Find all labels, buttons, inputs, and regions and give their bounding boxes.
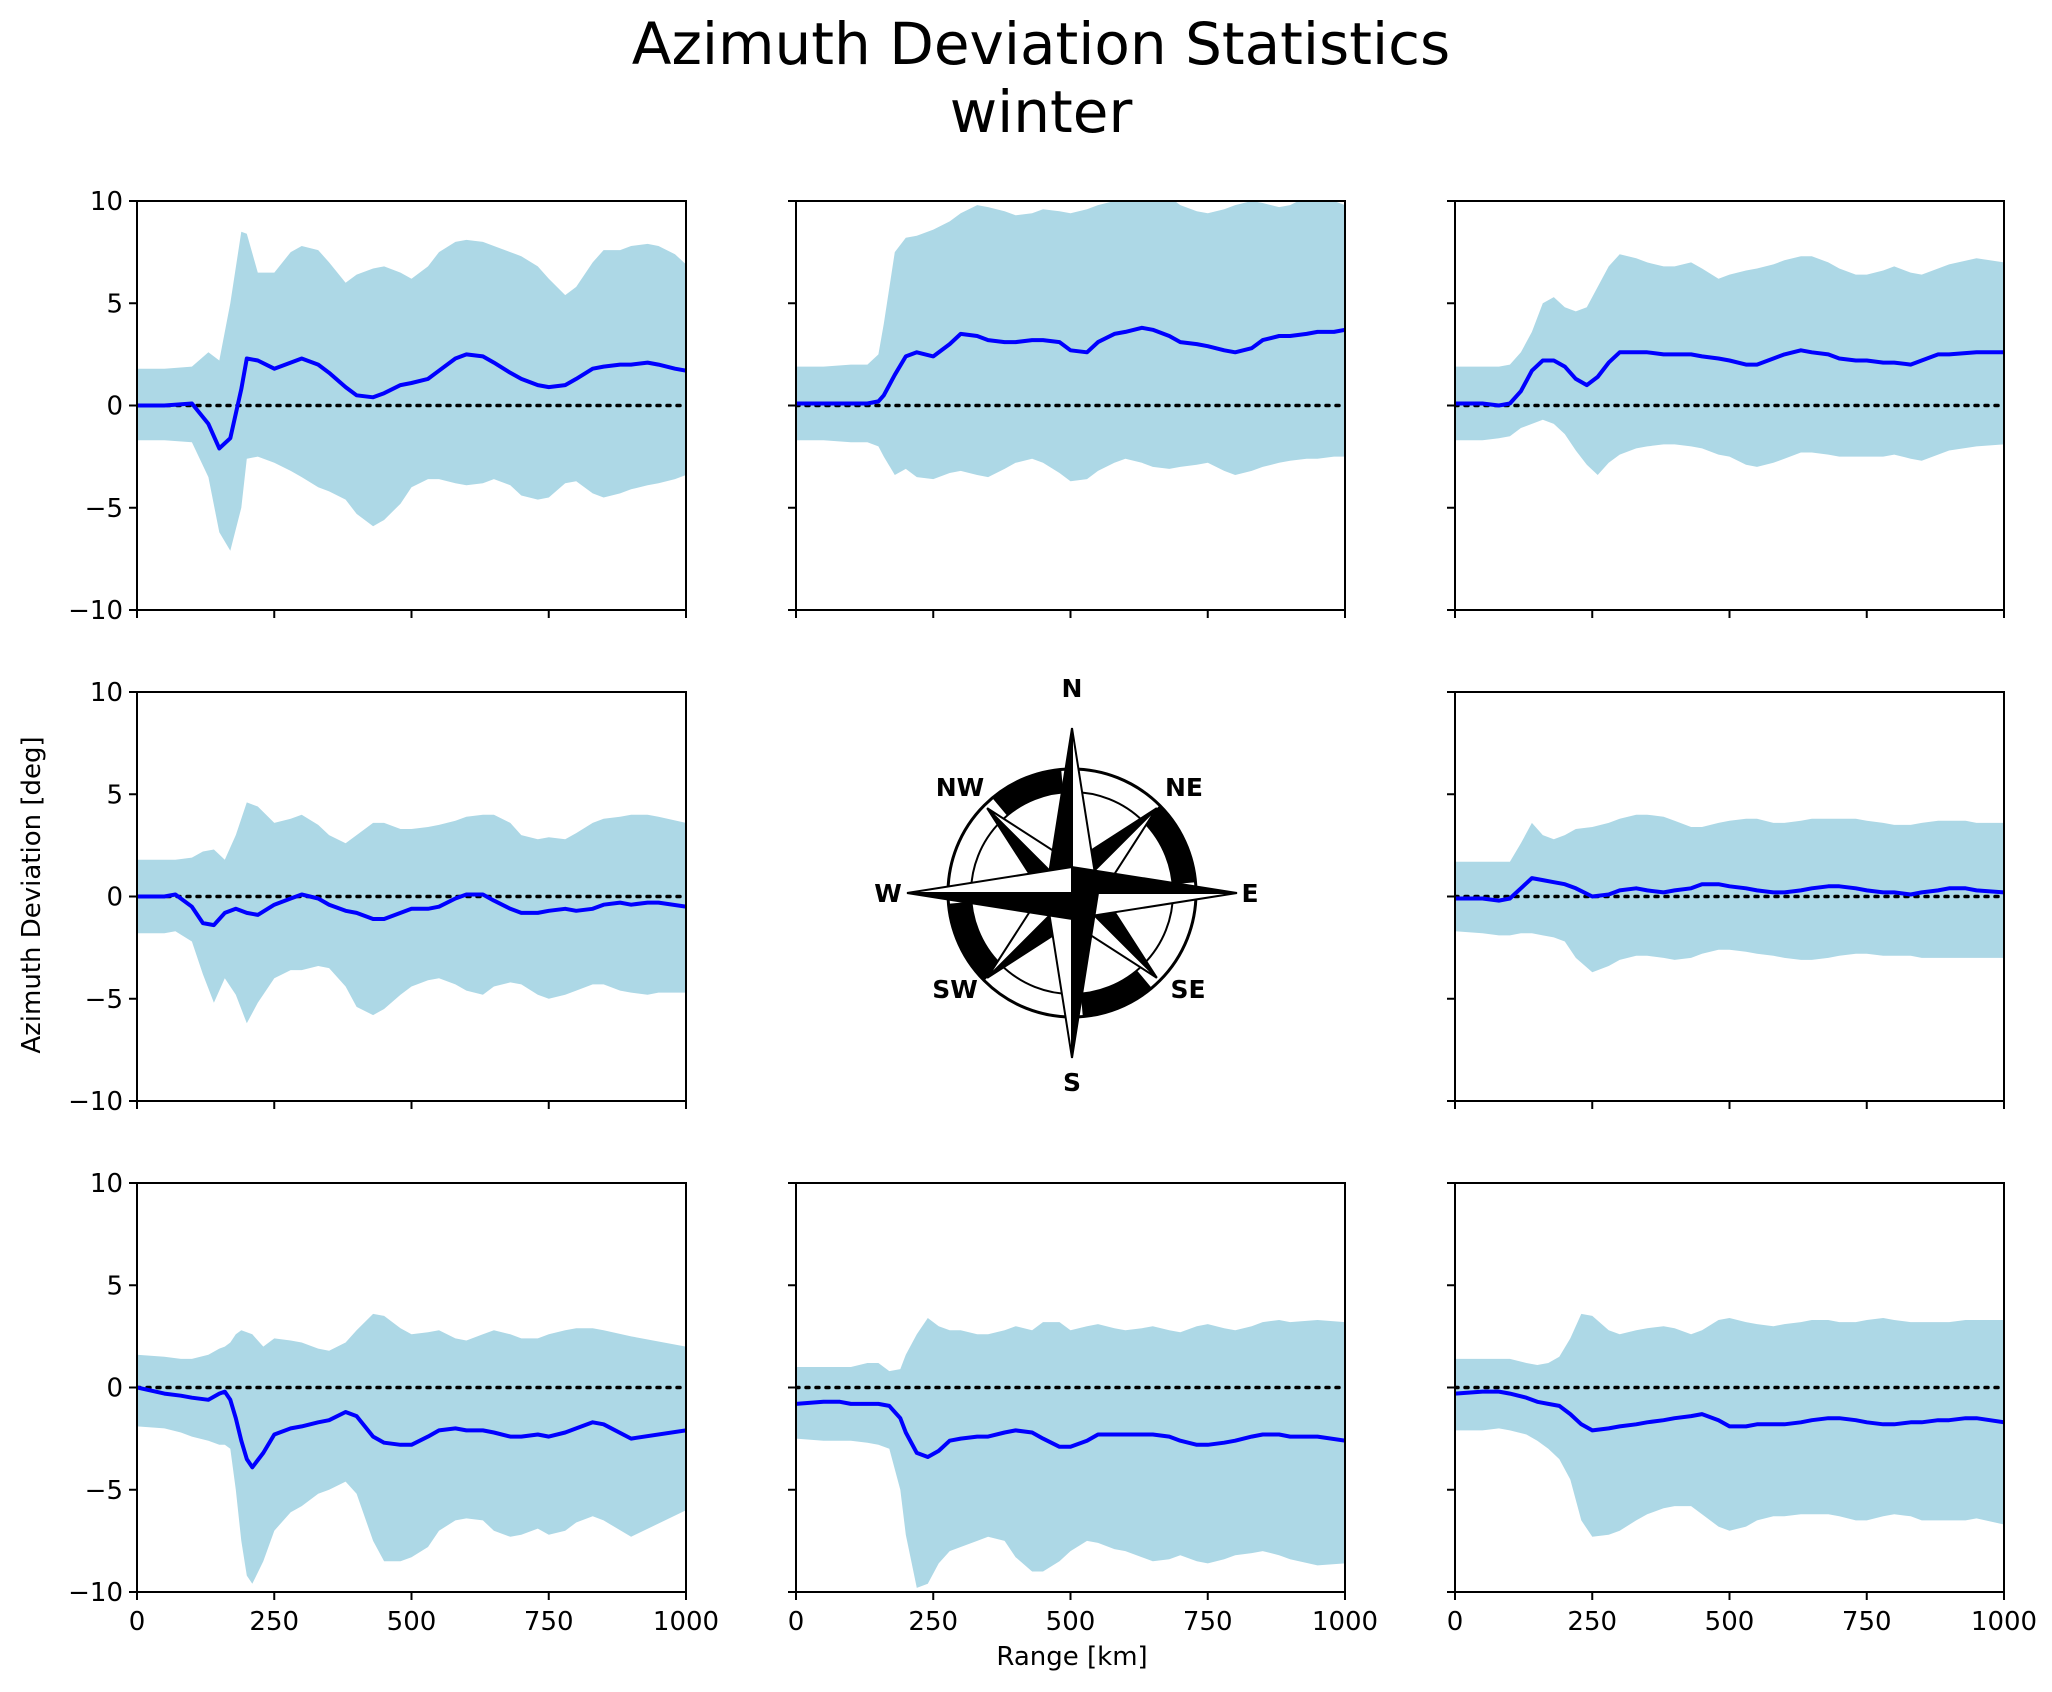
- x-tick-label: 750: [1183, 1607, 1233, 1637]
- figure-title: Azimuth Deviation Statistics: [632, 10, 1450, 78]
- y-tick-label: 10: [90, 678, 123, 708]
- panel-s: 0 250 500 750 1000: [788, 1182, 1378, 1637]
- x-tick-label: 250: [249, 1607, 299, 1637]
- compass-ring-band: [1080, 970, 1152, 1017]
- compass-ring-band: [992, 769, 1064, 816]
- std-band: [1455, 254, 2004, 475]
- x-tick-label: 0: [129, 1607, 146, 1637]
- x-tick-label: 500: [387, 1607, 437, 1637]
- y-tick-label: 5: [106, 289, 123, 319]
- std-band: [137, 1313, 686, 1584]
- compass-ring-bands: [948, 769, 1196, 1017]
- compass-cardinal-point-dark: [1071, 892, 1100, 1059]
- panel-sw: 0 250 500 750 1000 −10 −5 0 5 10: [68, 1169, 719, 1637]
- compass-label-s: S: [1063, 1068, 1081, 1097]
- std-band: [137, 802, 686, 1024]
- compass-cardinal-point-light: [906, 865, 1073, 894]
- x-tick-label: 750: [524, 1607, 574, 1637]
- plot-area: [796, 201, 1345, 482]
- plot-area: [796, 1318, 1345, 1588]
- panel-w: −10 −5 0 5 10: [68, 678, 687, 1117]
- compass-cardinal-point-dark: [906, 892, 1073, 921]
- compass-label-sw: SW: [932, 975, 978, 1004]
- x-tick-label: 750: [1842, 1607, 1892, 1637]
- y-tick-label: 5: [106, 1271, 123, 1301]
- mean-line: [1455, 1389, 2004, 1433]
- plot-area: [1455, 814, 2004, 973]
- compass-label-n: N: [1062, 674, 1083, 703]
- plot-area: [1455, 1313, 2004, 1537]
- y-tick-label: −10: [68, 596, 123, 626]
- mean-line: [796, 1399, 1345, 1459]
- compass-ring-band: [948, 901, 1001, 981]
- x-tick-label: 1000: [1312, 1607, 1378, 1637]
- y-tick-label: 0: [106, 1374, 123, 1404]
- y-tick-label: −5: [85, 1476, 123, 1506]
- x-tick-label: 250: [1567, 1607, 1617, 1637]
- y-tick-label: −10: [68, 1578, 123, 1608]
- compass-label-nw: NW: [936, 773, 985, 802]
- x-tick-label: 500: [1705, 1607, 1755, 1637]
- compass-rose: N S E W NE NW SE SW: [874, 674, 1258, 1097]
- panel-e: [1447, 691, 2005, 1109]
- y-tick-label: −5: [85, 494, 123, 524]
- x-tick-label: 0: [1447, 1607, 1464, 1637]
- plot-area: [1455, 254, 2004, 475]
- y-tick-label: 0: [106, 392, 123, 422]
- y-tick-label: −5: [85, 985, 123, 1015]
- compass-label-se: SE: [1170, 975, 1205, 1004]
- x-tick-label: 0: [788, 1607, 805, 1637]
- compass-ring-band: [1143, 805, 1196, 885]
- mean-line: [137, 892, 686, 928]
- x-tick-label: 1000: [653, 1607, 719, 1637]
- plot-area: [137, 1313, 686, 1584]
- compass-label-w: W: [874, 879, 902, 908]
- figure-subtitle: winter: [950, 78, 1133, 146]
- x-tick-label: 250: [908, 1607, 958, 1637]
- std-band: [796, 201, 1345, 482]
- std-band: [1455, 814, 2004, 973]
- mean-line: [137, 352, 686, 451]
- y-tick-label: −10: [68, 1087, 123, 1117]
- compass-label-ne: NE: [1165, 773, 1203, 802]
- std-band: [796, 1318, 1345, 1588]
- panel-ne: [1447, 200, 2005, 618]
- x-axis-label: Range [km]: [996, 1642, 1147, 1672]
- compass-cardinal-point-dark: [1071, 865, 1238, 894]
- y-tick-label: 10: [90, 187, 123, 217]
- plot-area: [137, 802, 686, 1024]
- panel-nw: −10 −5 0 5 10: [68, 187, 687, 626]
- mean-line: [1455, 876, 2004, 903]
- y-tick-label: 0: [106, 883, 123, 913]
- x-tick-label: 1000: [1971, 1607, 2037, 1637]
- x-tick-label: 500: [1046, 1607, 1096, 1637]
- mean-line: [796, 325, 1345, 406]
- compass-label-e: E: [1241, 879, 1258, 908]
- mean-line: [137, 1385, 686, 1470]
- plot-area: [137, 231, 686, 551]
- mean-line: [1455, 348, 2004, 408]
- std-band: [137, 231, 686, 551]
- panel-n: [788, 200, 1346, 618]
- y-axis-label: Azimuth Deviation [deg]: [17, 736, 47, 1053]
- y-tick-label: 10: [90, 1169, 123, 1199]
- y-tick-label: 5: [106, 780, 123, 810]
- compass-star: [906, 727, 1238, 1059]
- panel-se: 0 250 500 750 1000: [1447, 1182, 2037, 1637]
